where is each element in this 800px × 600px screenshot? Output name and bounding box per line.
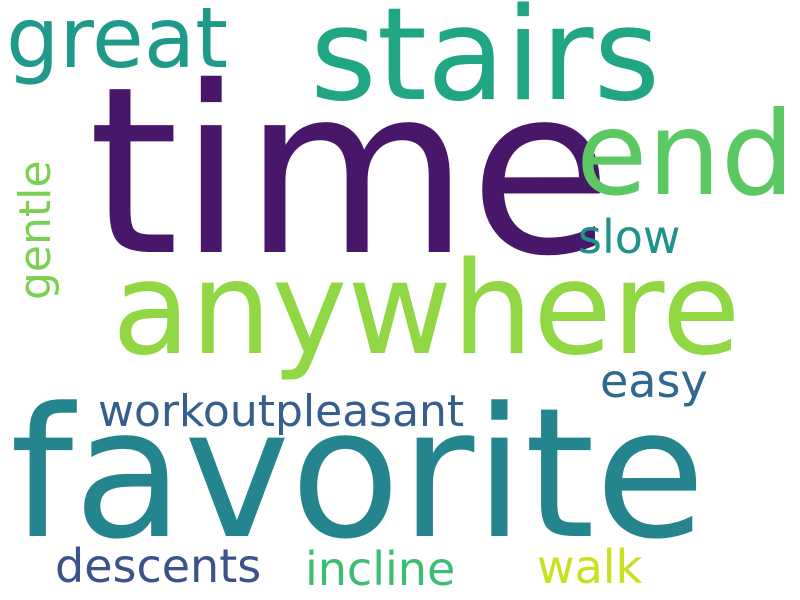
word-workoutpleasant: workoutpleasant [98, 386, 465, 437]
word-slow: slow [578, 210, 681, 264]
word-incline: incline [305, 542, 456, 596]
word-favorite: favorite [10, 370, 706, 579]
word-easy: easy [600, 354, 708, 408]
word-anywhere: anywhere [112, 235, 741, 384]
word-time: time [88, 37, 613, 307]
word-gentle: gentle [10, 160, 61, 300]
word-end: end [576, 87, 795, 222]
word-stairs: stairs [310, 0, 661, 130]
word-great: great [6, 0, 229, 87]
word-walk: walk [537, 540, 643, 594]
word-descents: descents [55, 539, 262, 593]
